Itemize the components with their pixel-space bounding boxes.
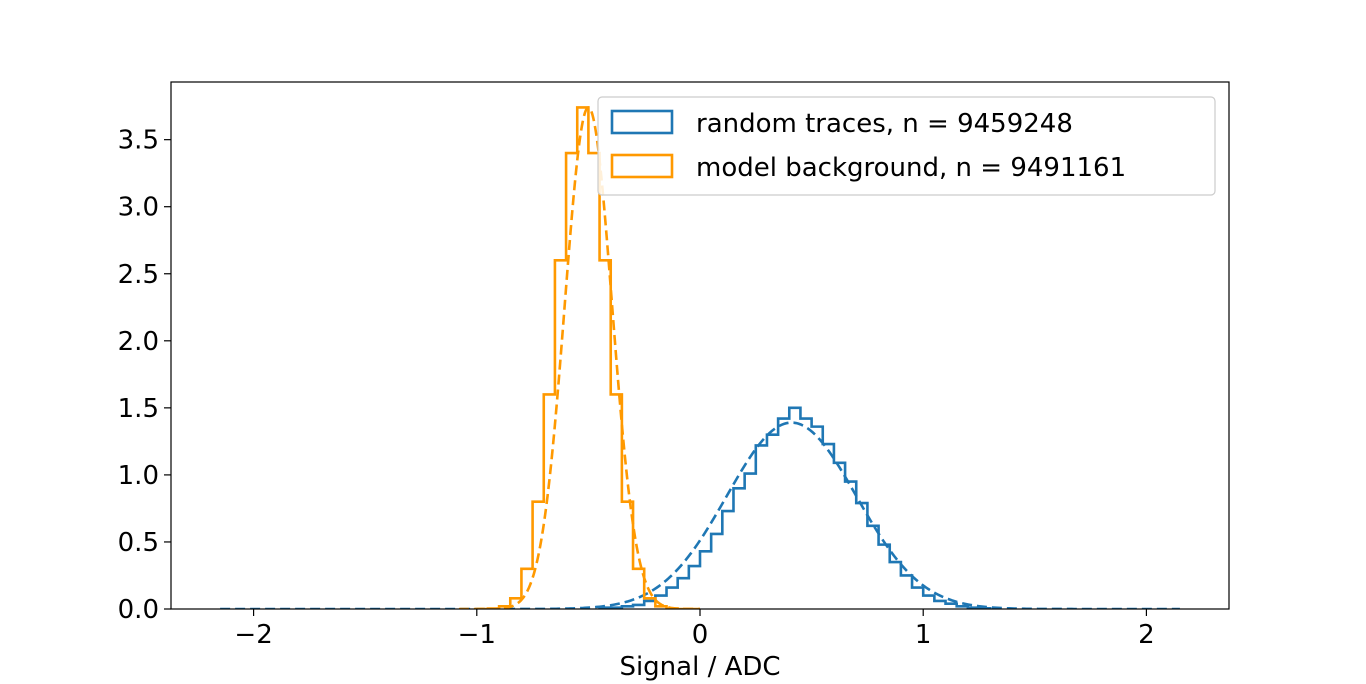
histogram-series-0 bbox=[598, 406, 992, 609]
x-tick-label: −2 bbox=[234, 620, 272, 650]
legend-box bbox=[597, 96, 1216, 196]
legend-swatch bbox=[610, 153, 674, 179]
legend-label: model background, n = 9491161 bbox=[696, 153, 1126, 183]
fit-curve-series-1 bbox=[458, 106, 700, 609]
plot-area bbox=[220, 106, 1180, 609]
y-tick-label: 1.0 bbox=[118, 461, 159, 491]
axes: −2 −1 0 1 2 0.0 0.5 1.0 1.5 2.0 2.5 3.0 3.5 bbox=[118, 81, 1230, 650]
x-tick-label: 0 bbox=[692, 620, 709, 650]
y-tick-label: 0.0 bbox=[118, 595, 159, 625]
y-tick-label: 2.5 bbox=[118, 260, 159, 290]
y-tick-label: 2.0 bbox=[118, 327, 159, 357]
legend-swatch bbox=[610, 109, 674, 135]
y-tick-label: 3.0 bbox=[118, 193, 159, 223]
x-tick-label: 2 bbox=[1138, 620, 1155, 650]
y-tick-label: 1.5 bbox=[118, 394, 159, 424]
legend-label: random traces, n = 9459248 bbox=[696, 109, 1073, 139]
plot-content bbox=[220, 106, 1180, 609]
x-tick-label: −1 bbox=[458, 620, 496, 650]
fit-curve-series-0 bbox=[220, 421, 1180, 609]
x-axis-label: Signal / ADC bbox=[619, 652, 780, 682]
y-tick-label: 0.5 bbox=[118, 528, 159, 558]
y-tick-label: 3.5 bbox=[118, 126, 159, 156]
x-tick-label: 1 bbox=[915, 620, 932, 650]
legend: random traces, n = 9459248 model backgrou… bbox=[597, 96, 1216, 196]
